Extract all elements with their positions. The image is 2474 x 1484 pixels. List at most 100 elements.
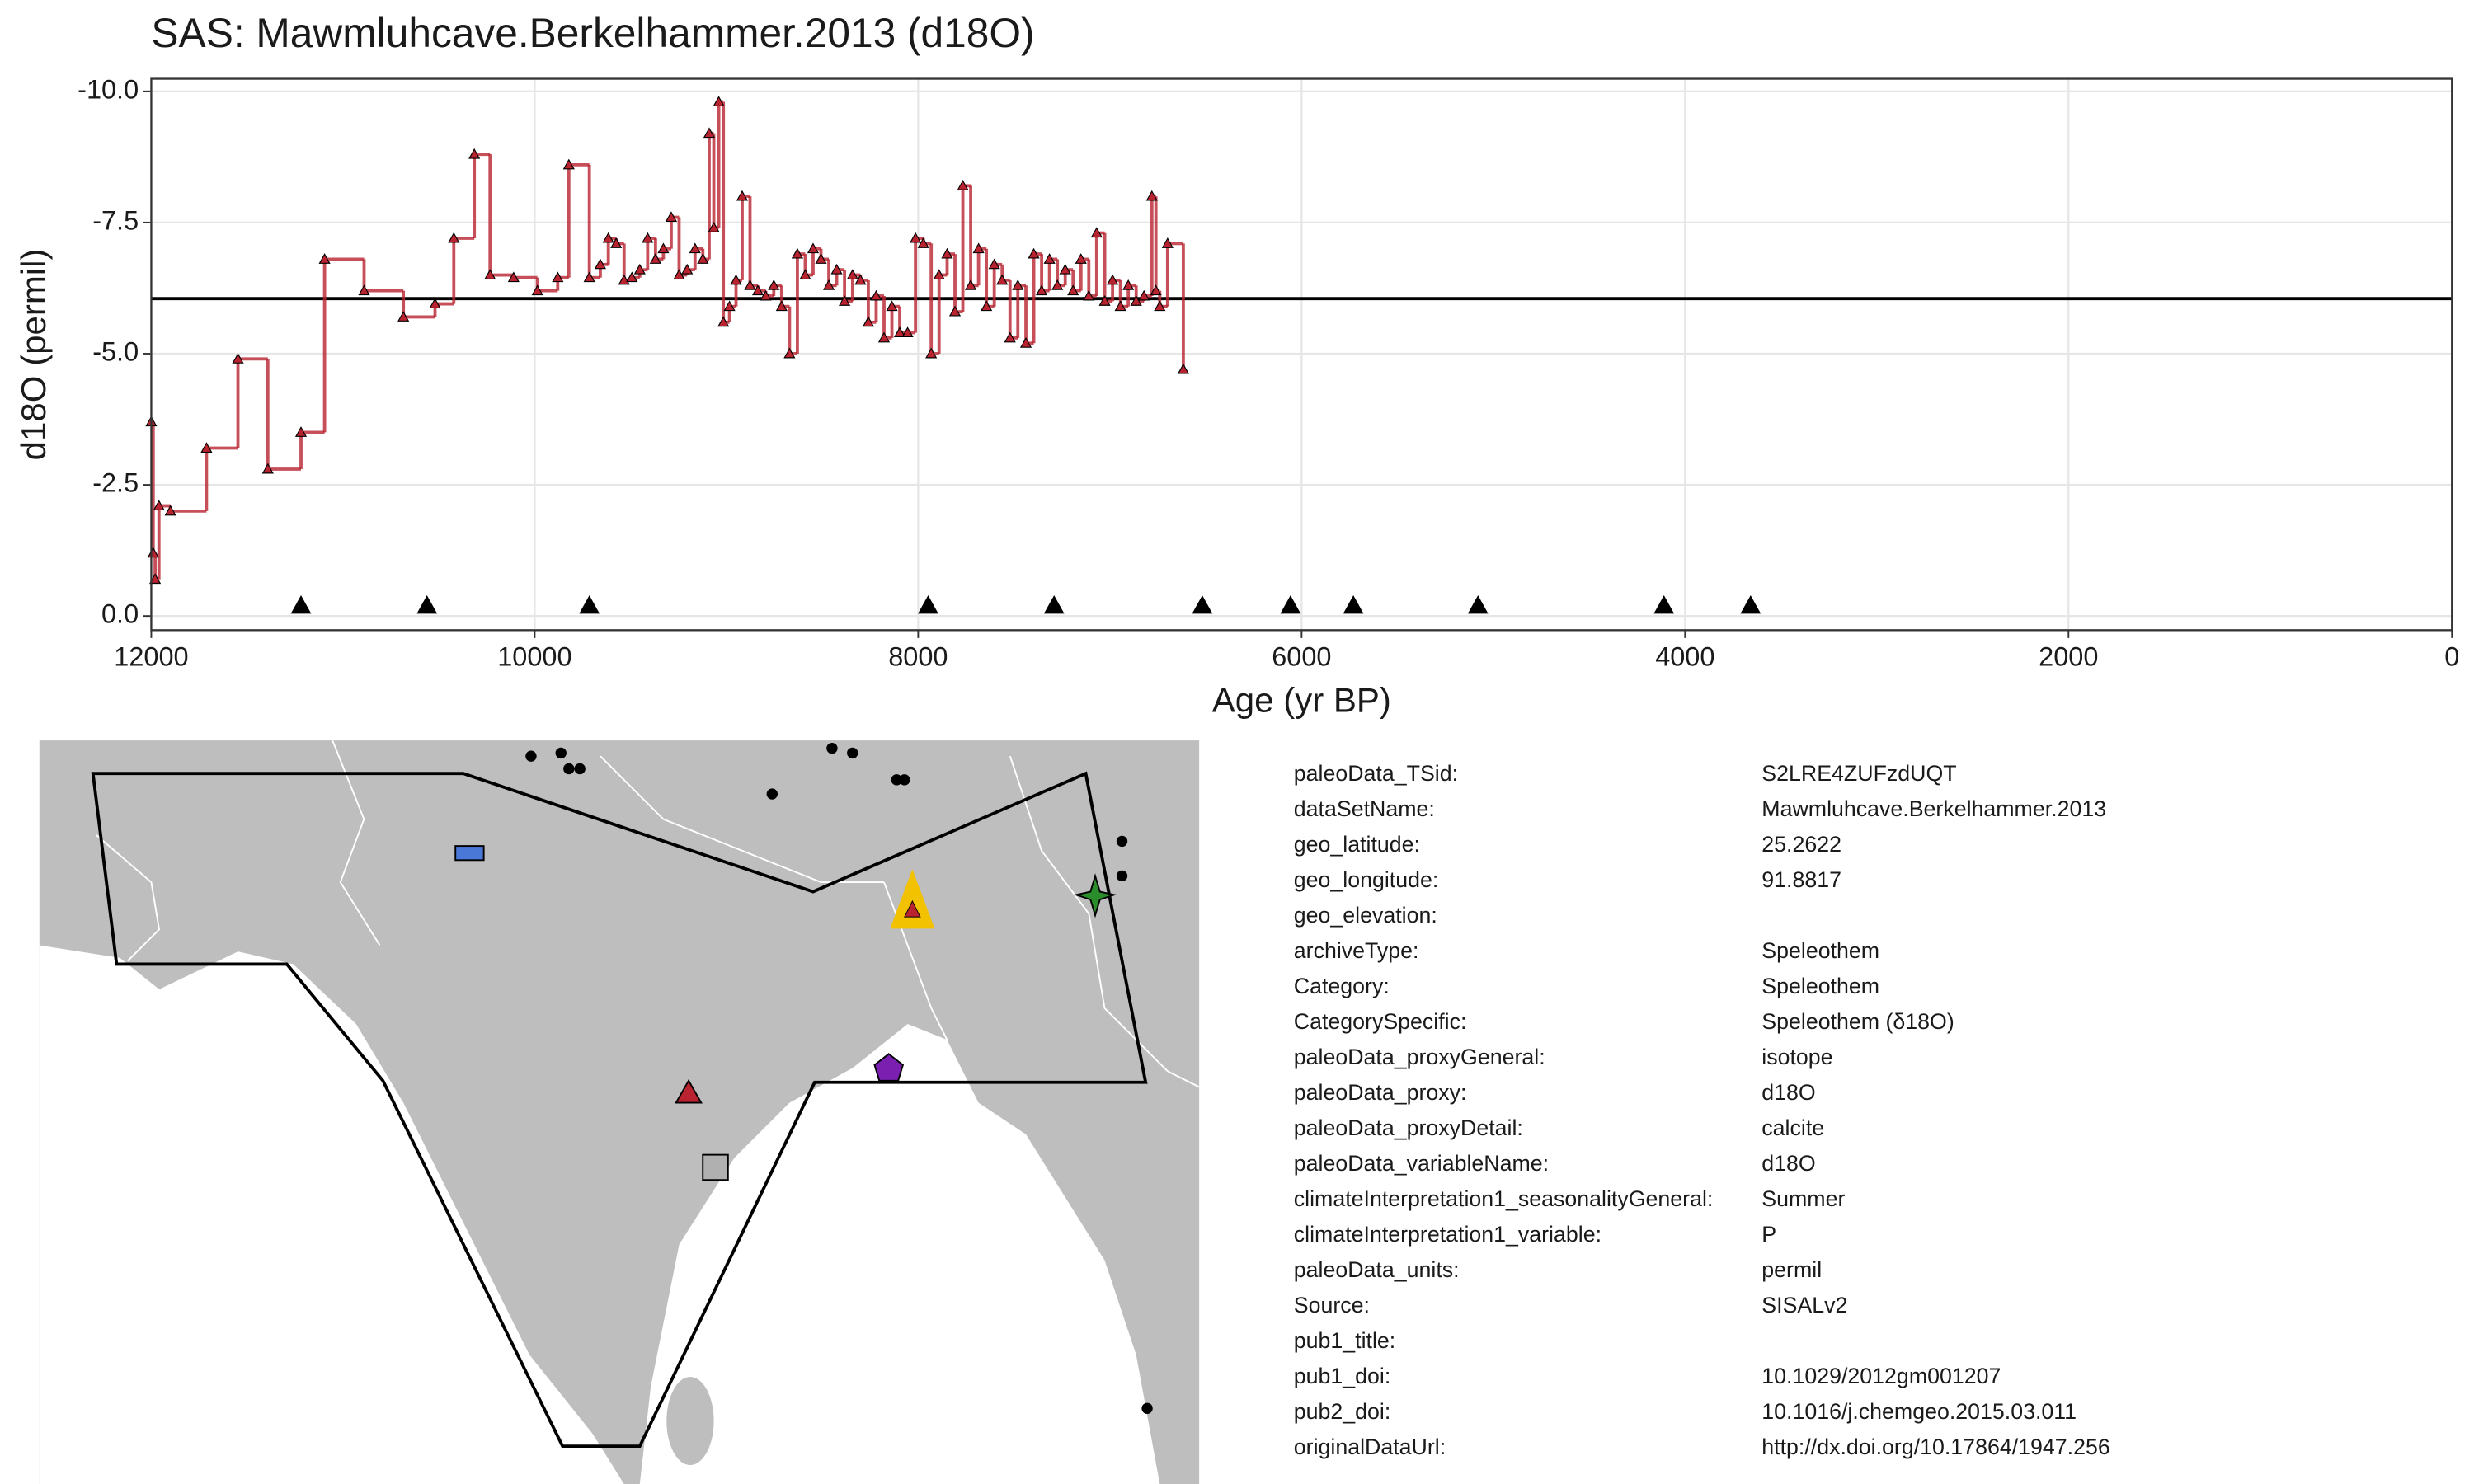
info-key: pub1_doi: — [1294, 1364, 1391, 1388]
info-value: P — [1761, 1222, 1776, 1247]
age-control-point — [1653, 595, 1675, 614]
data-point — [910, 232, 922, 243]
data-point — [1036, 284, 1048, 296]
data-point — [1150, 284, 1162, 296]
data-point — [846, 269, 858, 279]
data-point — [783, 347, 796, 359]
island — [666, 1377, 714, 1466]
info-value: d18O — [1761, 1080, 1815, 1105]
data-point — [933, 269, 945, 279]
data-point — [1145, 190, 1158, 201]
age-control-point — [1280, 595, 1301, 614]
data-point — [232, 353, 244, 364]
sea — [39, 945, 624, 1484]
site-dot — [574, 763, 586, 775]
data-point — [839, 295, 851, 306]
data-point — [751, 284, 764, 296]
info-value: isotope — [1761, 1045, 1832, 1069]
info-value: S2LRE4ZUFzdUQT — [1761, 761, 1956, 786]
data-point — [610, 237, 623, 248]
site-marker — [454, 845, 485, 862]
info-value: Speleothem — [1761, 938, 1879, 963]
data-point — [901, 326, 914, 337]
data-point — [736, 190, 749, 201]
data-point — [665, 211, 678, 222]
x-tick-label: 8000 — [888, 641, 948, 671]
data-point — [468, 148, 481, 159]
border — [1009, 755, 1200, 1088]
info-key: paleoData_units: — [1294, 1257, 1460, 1282]
info-value: Speleothem — [1761, 974, 1879, 998]
data-point — [948, 305, 962, 317]
border — [95, 834, 161, 962]
data-point — [941, 247, 953, 259]
data-point — [1059, 263, 1071, 275]
info-key: climateInterpretation1_variable: — [1294, 1222, 1602, 1247]
age-control-point — [416, 595, 438, 614]
info-value: Mawmluhcave.Berkelhammer.2013 — [1761, 796, 2106, 821]
y-axis-title: d18O (permil) — [14, 249, 53, 461]
y-tick-label: -2.5 — [92, 468, 139, 498]
data-point — [981, 300, 993, 312]
data-point — [657, 242, 670, 254]
data-point — [1090, 227, 1103, 238]
data-point — [791, 247, 803, 259]
y-tick-label: -10.0 — [78, 74, 139, 104]
data-point — [717, 316, 730, 327]
data-point — [594, 258, 607, 270]
info-value: http://dx.doi.org/10.17864/1947.256 — [1761, 1435, 2109, 1459]
data-point — [830, 263, 843, 275]
data-point — [200, 442, 213, 453]
age-control-point — [579, 595, 600, 614]
site-dot — [1141, 1402, 1153, 1414]
data-point — [1130, 295, 1142, 306]
data-point — [1098, 295, 1111, 306]
x-tick-label: 2000 — [2039, 641, 2098, 671]
info-key: paleoData_proxyDetail: — [1294, 1115, 1523, 1140]
data-point — [562, 158, 575, 170]
data-point — [507, 271, 520, 283]
data-point — [807, 242, 820, 254]
data-point — [261, 463, 274, 474]
age-control-point — [290, 595, 312, 614]
data-point — [1138, 289, 1150, 301]
data-point — [626, 271, 638, 283]
data-point — [822, 279, 835, 290]
data-point — [602, 232, 614, 243]
site-marker — [1073, 873, 1117, 918]
data-point — [1012, 279, 1024, 290]
data-point — [153, 500, 165, 510]
plot-area: -10.0 -7.5 -5.0 -2.5 0.0 12000 10000 8000 6000 40… — [78, 74, 2459, 671]
info-table: paleoData_TSid: S2LRE4ZUFzdUQT dataSetName… — [1294, 761, 2110, 1459]
age-control-point — [918, 595, 938, 614]
data-point — [1107, 274, 1119, 285]
data-point — [744, 279, 756, 290]
info-value: 25.2622 — [1761, 832, 1841, 857]
data-point — [768, 279, 780, 290]
data-point — [815, 253, 827, 264]
data-point — [1161, 237, 1174, 248]
info-key: Source: — [1294, 1293, 1370, 1317]
data-point — [730, 274, 742, 285]
data-point — [1019, 336, 1032, 348]
info-key: paleoData_variableName: — [1294, 1151, 1549, 1176]
data-point — [318, 253, 331, 264]
info-key: originalDataUrl: — [1294, 1435, 1446, 1459]
site-marker — [675, 1078, 703, 1104]
sea — [639, 1024, 1160, 1484]
data-point — [149, 573, 162, 585]
data-point — [689, 242, 701, 254]
data-point — [775, 300, 788, 312]
data-point — [760, 289, 772, 301]
age-control-point — [1467, 595, 1489, 614]
info-value: 10.1029/2012gm001207 — [1761, 1364, 2001, 1388]
data-point — [996, 274, 1009, 285]
y-tick-label: 0.0 — [101, 599, 139, 629]
y-tick-label: -5.0 — [92, 337, 139, 367]
data-point — [957, 180, 969, 190]
data-point — [708, 221, 720, 232]
info-key: climateInterpretation1_seasonalityGenera… — [1294, 1186, 1714, 1211]
region-outline — [91, 771, 1148, 1449]
data-point — [1028, 247, 1040, 259]
